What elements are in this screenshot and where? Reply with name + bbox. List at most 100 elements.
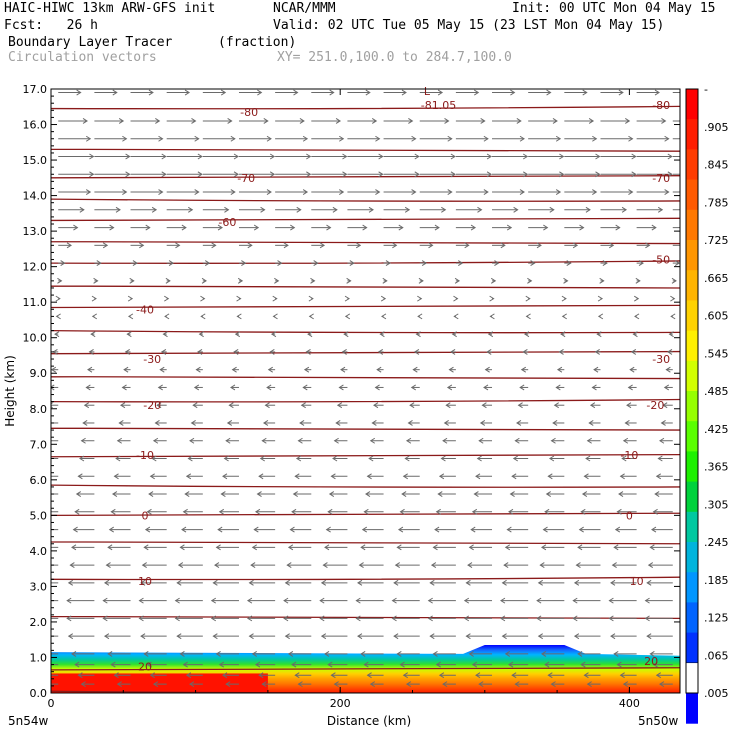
vector-arrowhead	[580, 508, 586, 515]
x-axis-title: Distance (km)	[327, 714, 411, 728]
vector-arrowhead	[430, 562, 437, 569]
colorbar-swatch	[686, 542, 698, 573]
vector-arrowhead	[486, 153, 493, 160]
vector-arrowhead	[143, 650, 149, 657]
vector-arrowhead	[330, 473, 336, 480]
vector-arrowhead	[138, 597, 144, 604]
colorbar-swatch	[686, 511, 698, 543]
vector-arrowhead	[143, 544, 149, 551]
vector-arrowhead	[376, 366, 382, 373]
vector-arrowhead	[146, 661, 152, 668]
vector-arrowhead	[194, 189, 200, 195]
vector-arrowhead	[200, 295, 206, 302]
vector-arrowhead	[158, 135, 164, 142]
field-name: Boundary Layer Tracer	[8, 35, 173, 50]
vector-arrowhead	[446, 384, 453, 391]
vector-arrowhead	[210, 597, 217, 604]
vector-arrowhead	[189, 681, 195, 688]
vector-arrowhead	[274, 277, 280, 284]
vector-arrowhead	[164, 295, 170, 302]
y-tick-label: 13.0	[23, 225, 48, 238]
vector-arrowhead	[371, 118, 378, 124]
vector-arrowhead	[224, 206, 230, 213]
vector-arrowhead	[257, 89, 263, 96]
vector-arrowhead	[148, 89, 154, 96]
vector-arrowhead	[319, 597, 325, 604]
vector-arrowhead	[324, 650, 330, 657]
contour-line	[51, 690, 680, 693]
contour-line	[51, 304, 680, 309]
vector-arrowhead	[577, 544, 583, 551]
vector-arrowhead	[546, 89, 552, 96]
contour-line	[51, 576, 680, 581]
vector-arrowhead	[79, 206, 85, 213]
vector-arrowhead	[159, 366, 165, 373]
vector-arrowhead	[113, 672, 119, 679]
vector-arrowhead	[583, 672, 589, 679]
vector-arrowhead	[365, 491, 371, 497]
vector-arrowhead	[401, 89, 407, 96]
vector-arrowhead	[396, 544, 402, 551]
vector-arrowhead	[102, 615, 108, 622]
vector-arrowhead	[582, 89, 588, 96]
field-units: (fraction)	[218, 35, 297, 50]
vector-arrowhead	[407, 420, 413, 426]
tracer-core	[51, 673, 268, 693]
xy-range: XY= 251.0,100.0 to 284.7,100.0	[277, 50, 512, 65]
contour-line	[51, 148, 680, 152]
vector-arrowhead	[540, 650, 547, 657]
vector-arrowhead	[597, 295, 604, 302]
vector-arrowhead	[355, 242, 362, 249]
vector-arrowhead	[450, 171, 456, 178]
vector-arrowhead	[85, 384, 91, 391]
vector-arrowhead	[418, 277, 424, 284]
vector-arrowhead	[381, 313, 387, 320]
vector-arrowhead	[355, 615, 361, 622]
vector-arrowhead	[160, 348, 167, 355]
vector-arrowhead	[632, 331, 638, 338]
vector-arrowhead	[336, 402, 343, 409]
vector-arrowhead	[500, 597, 506, 604]
vector-arrowhead	[250, 562, 256, 569]
vector-arrowhead	[595, 171, 601, 178]
vector-arrowhead	[583, 473, 589, 480]
vector-arrowhead	[258, 473, 264, 480]
vector-arrowhead	[320, 579, 327, 586]
vector-arrowhead	[90, 331, 96, 338]
vector-arrowhead	[77, 672, 83, 679]
vector-arrowhead	[592, 189, 598, 195]
vector-arrowhead	[626, 402, 632, 409]
contour-label: -10	[620, 449, 638, 462]
vector-arrowhead	[630, 348, 637, 355]
vector-arrowhead	[667, 153, 673, 160]
vector-arrowhead	[212, 579, 218, 586]
vector-arrowhead	[380, 295, 387, 302]
vector-arrowhead	[256, 491, 262, 497]
vector-arrowhead	[434, 526, 440, 533]
vector-arrowhead	[378, 171, 384, 178]
vector-arrowhead	[366, 672, 372, 679]
colorbar-swatch	[686, 209, 698, 241]
vector-arrowhead	[254, 508, 261, 515]
vector-arrowhead	[464, 242, 470, 249]
vector-arrowhead	[558, 348, 564, 355]
vector-arrowhead	[269, 171, 276, 178]
contour-label: 20	[644, 655, 658, 668]
colorbar-label: .065	[704, 649, 729, 662]
vector-arrowhead	[522, 153, 529, 160]
vector-arrowhead	[404, 206, 411, 213]
vector-arrowhead	[654, 89, 660, 96]
vector-arrowhead	[432, 650, 438, 657]
vector-arrowhead	[284, 579, 290, 586]
vector-arrowhead	[218, 508, 225, 515]
vector-arrowhead	[450, 348, 456, 355]
contour-label: -60	[218, 216, 236, 229]
vector-arrowhead	[621, 206, 628, 213]
vector-arrowhead	[516, 118, 522, 124]
vector-arrowhead	[559, 153, 565, 160]
vector-arrowhead	[105, 562, 111, 569]
vector-arrowhead	[489, 313, 495, 320]
vector-arrowhead	[212, 633, 218, 640]
contour-line	[51, 217, 680, 222]
vector-arrowhead	[670, 295, 676, 302]
